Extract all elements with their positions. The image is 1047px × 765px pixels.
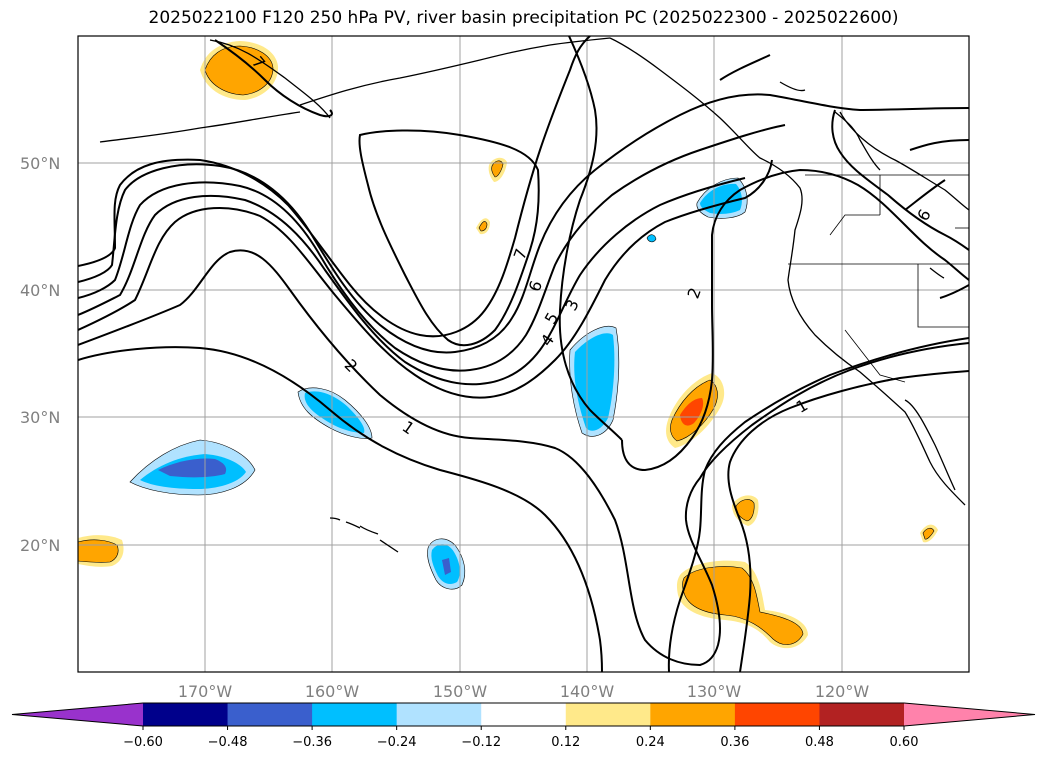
colorbar-tick-label: −0.24 xyxy=(377,735,417,750)
lat-label-50: 50°N xyxy=(20,154,60,173)
colorbar-segment xyxy=(143,703,229,726)
latitude-labels: 50°N 40°N 30°N 20°N xyxy=(20,154,60,555)
colorbar-segment xyxy=(227,703,313,726)
colorbar-tick-label: 0.12 xyxy=(551,735,580,750)
lon-label-150w: 150°W xyxy=(433,682,488,701)
colorbar-segment xyxy=(650,703,736,726)
lat-label-30: 30°N xyxy=(20,408,60,427)
lon-label-120w: 120°W xyxy=(815,682,870,701)
lat-label-40: 40°N xyxy=(20,281,60,300)
pv-contours xyxy=(78,36,969,672)
longitude-labels: 170°W 160°W 150°W 140°W 130°W 120°W xyxy=(178,682,870,701)
map-title: 2025022100 F120 250 hPa PV, river basin … xyxy=(148,8,899,28)
colorbar-tick-label: −0.60 xyxy=(123,735,163,750)
map-plot-area: 1 2 3 4 5 6 7 2 1 7 6 xyxy=(78,36,969,672)
colorbar-tick-label: 0.36 xyxy=(720,735,749,750)
lon-label-170w: 170°W xyxy=(178,682,233,701)
colorbar-extend-high xyxy=(904,703,1035,726)
colorbar-segment xyxy=(819,703,905,726)
lat-label-20: 20°N xyxy=(20,536,60,555)
coastlines xyxy=(99,37,969,553)
colorbar-tick-label: 0.48 xyxy=(805,735,834,750)
colorbar-segment xyxy=(734,703,820,726)
colorbar-tick-label: −0.12 xyxy=(461,735,501,750)
lon-label-160w: 160°W xyxy=(305,682,360,701)
lon-label-140w: 140°W xyxy=(560,682,615,701)
colorbar: −0.60 −0.48 −0.36 −0.24 −0.12 0.12 0.24 0.36 0.4… xyxy=(11,702,1036,750)
colorbar-tick-label: −0.36 xyxy=(292,735,332,750)
colorbar-segment xyxy=(565,703,651,726)
colorbar-tick-label: 0.24 xyxy=(636,735,665,750)
map-frame xyxy=(77,35,970,673)
colorbar-tick-label: −0.48 xyxy=(208,735,248,750)
colorbar-segment xyxy=(312,703,398,726)
negative-precip-shading xyxy=(129,177,748,590)
colorbar-segment xyxy=(481,703,567,726)
colorbar-tick-label: 0.60 xyxy=(890,735,919,750)
colorbar-segment xyxy=(396,703,482,726)
colorbar-extend-low xyxy=(12,703,143,726)
map-gridlines xyxy=(78,36,969,672)
lon-label-130w: 130°W xyxy=(687,682,742,701)
